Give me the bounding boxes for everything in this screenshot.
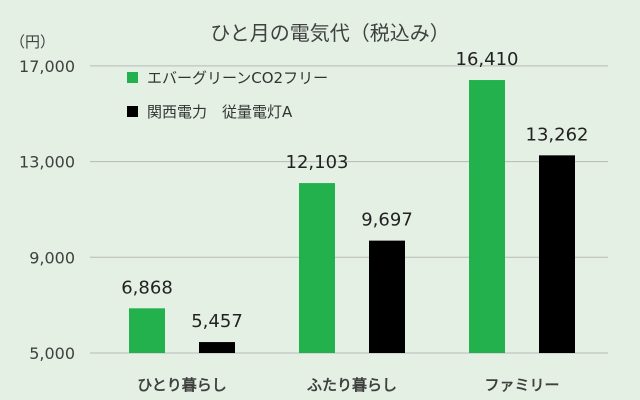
data-label: 13,262	[526, 124, 589, 145]
chart-title: ひと月の電気代（税込み）	[210, 21, 449, 45]
data-label: 9,697	[361, 210, 413, 231]
y-axis-ticks: 5,000 9,000 13,000 17,000	[19, 57, 75, 363]
legend-swatch-kansai	[127, 106, 138, 117]
data-label: 6,868	[121, 277, 173, 298]
x-category-label: ひとり暮らし	[137, 376, 227, 394]
bar-evergreen	[469, 80, 505, 353]
bar-kansai	[539, 155, 575, 353]
data-label: 12,103	[286, 152, 349, 173]
x-axis-categories: ひとり暮らし ふたり暮らし ファミリー	[137, 376, 559, 394]
data-label: 16,410	[456, 49, 519, 70]
bar-evergreen	[129, 308, 165, 353]
bar-evergreen	[299, 183, 335, 353]
gridlines	[90, 65, 608, 354]
legend-swatch-evergreen	[127, 72, 138, 83]
bars	[129, 80, 575, 353]
legend-label-kansai: 関西電力 従量電灯A	[147, 103, 293, 121]
y-tick-label: 5,000	[29, 344, 75, 363]
legend-label-evergreen: エバーグリーンCO2フリー	[147, 69, 328, 87]
y-axis-unit: （円）	[10, 33, 55, 51]
bar-kansai	[369, 240, 405, 353]
y-tick-label: 9,000	[29, 248, 75, 267]
x-category-label: ふたり暮らし	[307, 376, 397, 394]
y-tick-label: 13,000	[19, 153, 75, 172]
legend: エバーグリーンCO2フリー 関西電力 従量電灯A	[127, 69, 328, 121]
x-category-label: ファミリー	[484, 376, 559, 394]
data-labels: 6,868 5,457 12,103 9,697 16,410 13,262	[121, 49, 588, 332]
data-label: 5,457	[191, 311, 243, 332]
y-tick-label: 17,000	[19, 57, 75, 76]
bar-kansai	[199, 342, 235, 353]
